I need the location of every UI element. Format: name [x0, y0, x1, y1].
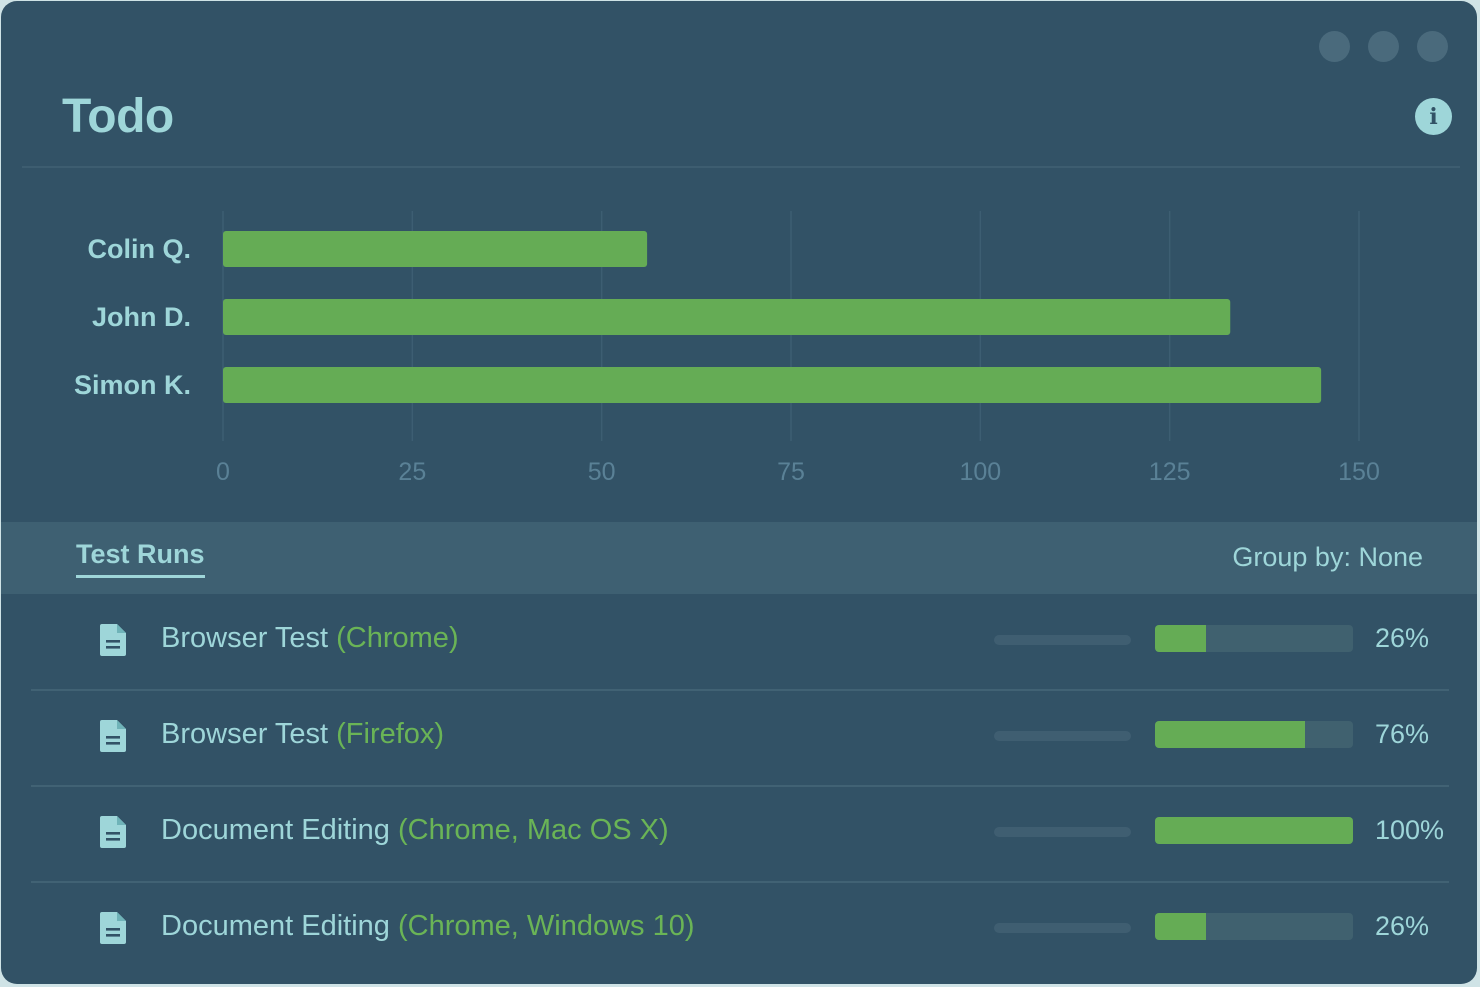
window-control-dot-1[interactable] — [1319, 31, 1350, 62]
row-divider — [31, 785, 1449, 787]
test-run-placeholder-bar — [994, 923, 1131, 933]
y-category-label: Simon K. — [74, 370, 191, 400]
test-run-tag: (Chrome, Windows 10) — [397, 910, 695, 942]
assignee-bar-chart: 0 25 50 75 100 125 150 Colin Q. John D. Simon K. — [74, 211, 1380, 486]
row-divider — [31, 881, 1449, 883]
x-tick-label: 150 — [1338, 458, 1380, 486]
progress-fill — [1155, 721, 1306, 748]
test-run-percent: 100% — [1375, 815, 1445, 845]
test-run-row[interactable]: Browser Test (Chrome) 26% — [31, 594, 1449, 690]
x-tick-label: 25 — [398, 458, 426, 486]
test-run-placeholder-bar — [994, 827, 1131, 837]
test-run-name: Browser Test — [161, 718, 329, 750]
test-run-row[interactable]: Document Editing (Chrome, Windows 10) 26% — [31, 882, 1449, 978]
test-run-percent: 76% — [1375, 719, 1430, 749]
x-tick-label: 75 — [777, 458, 805, 486]
progress-fill — [1155, 625, 1207, 652]
test-run-label: Browser Test (Firefox) — [161, 718, 444, 751]
page-title: Todo — [62, 90, 174, 143]
test-run-progress-bar — [1155, 913, 1353, 940]
y-category-label: John D. — [92, 302, 191, 332]
tab-bar: Test Runs Group by: None — [1, 522, 1477, 594]
test-run-placeholder-bar — [994, 635, 1131, 645]
x-tick-label: 0 — [216, 458, 230, 486]
test-run-tag: (Chrome, Mac OS X) — [397, 814, 669, 846]
chart-bar — [223, 367, 1322, 403]
y-category-label: Colin Q. — [88, 234, 192, 264]
test-run-progress-bar — [1155, 817, 1353, 844]
test-run-percent: 26% — [1375, 623, 1430, 653]
test-run-name: Document Editing — [161, 814, 390, 846]
test-run-tag: (Firefox) — [336, 718, 445, 750]
progress-fill — [1155, 817, 1353, 844]
test-run-percent: 26% — [1375, 911, 1430, 941]
document-icon — [99, 815, 127, 849]
test-run-name: Browser Test — [161, 622, 329, 654]
document-icon — [99, 623, 127, 657]
test-run-name: Document Editing — [161, 910, 390, 942]
window-control-dot-3[interactable] — [1417, 31, 1448, 62]
tab-test-runs[interactable]: Test Runs — [76, 539, 205, 578]
test-run-label: Document Editing (Chrome, Windows 10) — [161, 910, 695, 943]
test-run-row[interactable]: Document Editing (Chrome, Mac OS X) 100% — [31, 786, 1449, 882]
x-tick-label: 100 — [959, 458, 1001, 486]
x-tick-label: 50 — [588, 458, 616, 486]
test-run-label: Browser Test (Chrome) — [161, 622, 459, 655]
info-icon[interactable]: i — [1415, 98, 1452, 135]
test-run-progress-bar — [1155, 721, 1353, 748]
document-icon — [99, 911, 127, 945]
document-icon — [99, 719, 127, 753]
window-controls — [1319, 31, 1448, 62]
test-run-label: Document Editing (Chrome, Mac OS X) — [161, 814, 669, 847]
group-by-selector[interactable]: Group by: None — [1232, 542, 1423, 572]
progress-fill — [1155, 913, 1207, 940]
x-tick-label: 125 — [1149, 458, 1191, 486]
chart-bar — [223, 299, 1231, 335]
test-run-placeholder-bar — [994, 731, 1131, 741]
test-run-progress-bar — [1155, 625, 1353, 652]
window-control-dot-2[interactable] — [1368, 31, 1399, 62]
chart-bar — [223, 231, 648, 267]
test-run-tag: (Chrome) — [336, 622, 459, 654]
test-run-row[interactable]: Browser Test (Firefox) 76% — [31, 690, 1449, 786]
header-divider — [22, 166, 1460, 168]
row-divider — [31, 689, 1449, 691]
